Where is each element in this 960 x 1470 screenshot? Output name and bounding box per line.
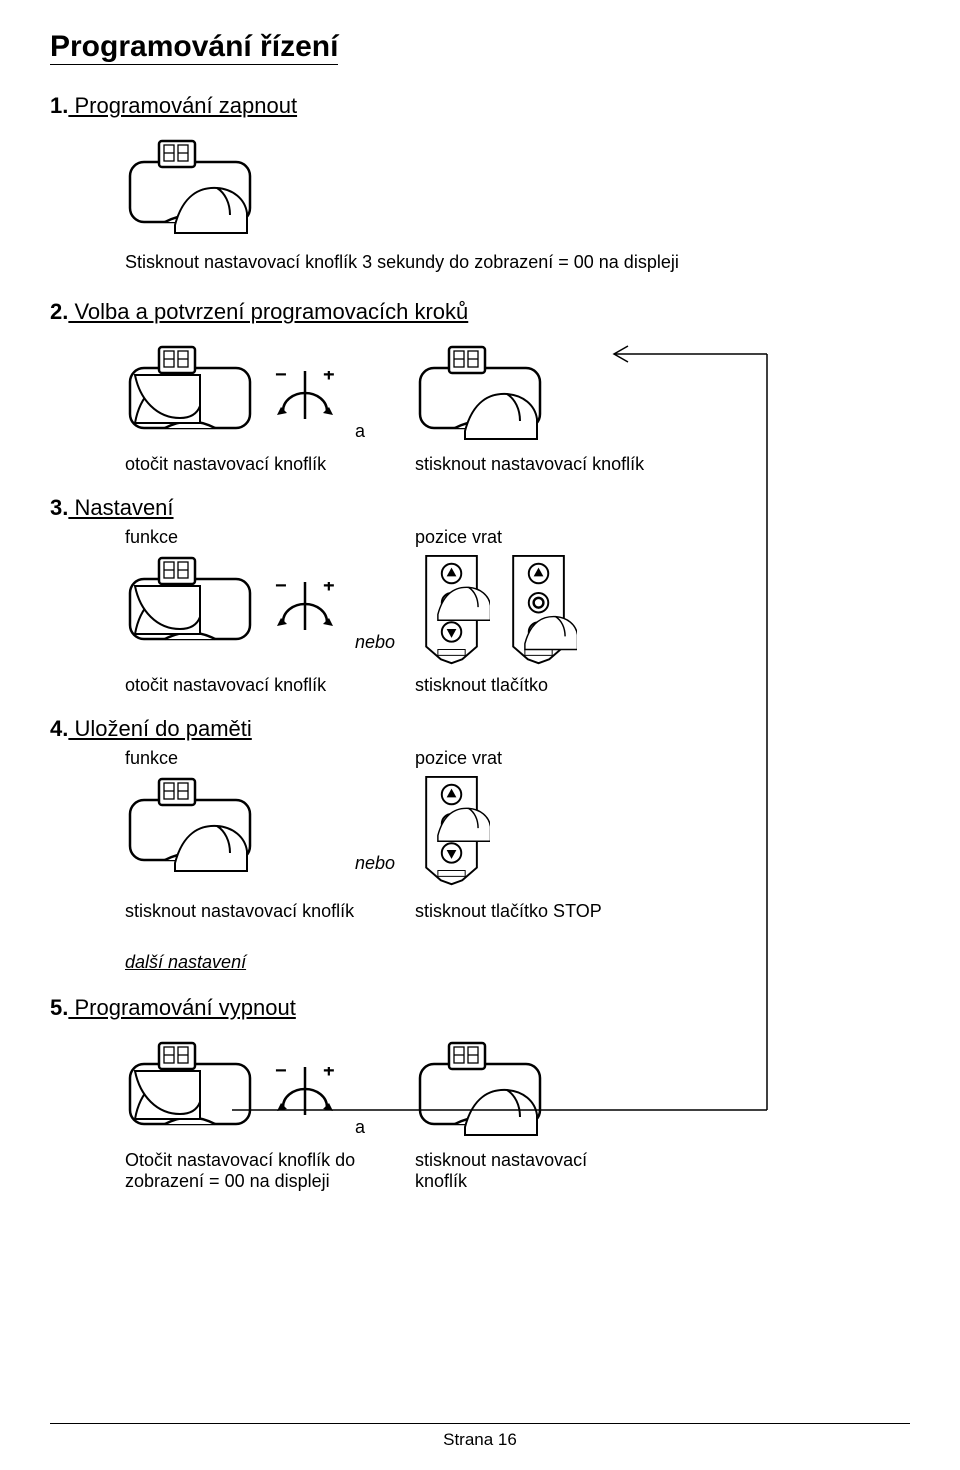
step5-label: Programování vypnout [68, 995, 295, 1020]
step5-num: 5. [50, 995, 68, 1020]
step3-pad-right [502, 554, 577, 669]
step5-heading: 5. Programování vypnout [50, 995, 910, 1021]
step4-heading: 4. Uložení do paměti [50, 716, 910, 742]
step1-figure [125, 137, 910, 242]
step2-row: a [125, 343, 910, 448]
step2-mid: a [355, 343, 415, 442]
step4-next: další nastavení [125, 952, 246, 972]
step2-heading: 2. Volba a potvrzení programovacích krok… [50, 299, 910, 325]
step2-right-caption: stisknout nastavovací knoflík [415, 454, 644, 475]
step4-left-caption: stisknout nastavovací knoflík [125, 901, 415, 922]
step3-right-caption: stisknout tlačítko [415, 675, 548, 696]
step3-right-sub: pozice vrat [415, 527, 502, 548]
step4-press-icon [125, 775, 265, 875]
step5-press-icon [415, 1039, 555, 1139]
step4-right-caption: stisknout tlačítko STOP [415, 901, 602, 922]
step3-label: Nastavení [68, 495, 173, 520]
step1-caption: Stisknout nastavovací knoflík 3 sekundy … [125, 252, 910, 273]
step4-mid: nebo [355, 775, 415, 874]
title-text: Programování řízení [50, 30, 338, 65]
step3-mid: nebo [355, 554, 415, 653]
step4-pad [415, 775, 490, 890]
step1-label: Programování zapnout [68, 93, 297, 118]
step3-left-sub: funkce [125, 527, 415, 548]
step3-turn-icon [125, 554, 265, 654]
step5-right-caption: stisknout nastavovací knoflík [415, 1150, 635, 1192]
step4-num: 4. [50, 716, 68, 741]
step3-pad-left [415, 554, 490, 669]
step4-label: Uložení do paměti [68, 716, 251, 741]
step5-turn-icon [125, 1039, 265, 1139]
turn-arrow-icon [275, 371, 340, 426]
turn-arrow-icon [275, 582, 340, 637]
step2-label: Volba a potvrzení programovacích kroků [68, 299, 468, 324]
step2-press-icon [415, 343, 555, 443]
step1-num: 1. [50, 93, 68, 118]
step2-left-caption: otočit nastavovací knoflík [125, 454, 415, 475]
step1-heading: 1. Programování zapnout [50, 93, 910, 119]
step4-right-sub: pozice vrat [415, 748, 502, 769]
step2-turn-icon [125, 343, 265, 443]
step4-left-sub: funkce [125, 748, 415, 769]
step3-left-caption: otočit nastavovací knoflík [125, 675, 415, 696]
page-title: Programování řízení [50, 30, 910, 65]
step3-heading: 3. Nastavení [50, 495, 910, 521]
footer-page: Strana 16 [0, 1430, 960, 1450]
step3-num: 3. [50, 495, 68, 520]
step5-mid: a [355, 1039, 415, 1138]
step2-num: 2. [50, 299, 68, 324]
turn-arrow-icon [275, 1067, 340, 1122]
step5-left-caption: Otočit nastavovací knoflík do zobrazení … [125, 1150, 415, 1192]
